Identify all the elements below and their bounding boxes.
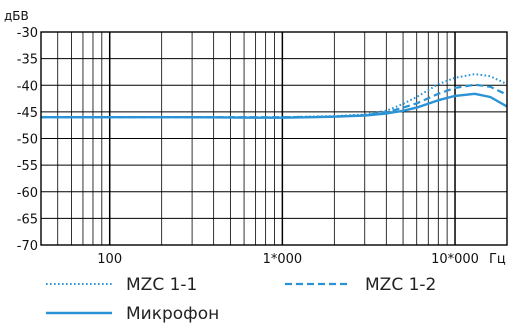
x-axis-unit: Гц <box>489 252 506 267</box>
legend-label-1: MZC 1-2 <box>365 275 436 295</box>
x-tick-labels: 100 1*000 10*000 <box>97 252 479 267</box>
y-tick-labels: -30 -35 -40 -45 -50 -55 -60 -65 -70 <box>17 26 38 254</box>
plot-frame <box>40 31 508 246</box>
y-tick-label-7: -65 <box>17 212 38 227</box>
legend: MZC 1-1 MZC 1-2 Микрофон <box>46 275 436 324</box>
series-line-2 <box>41 92 508 119</box>
y-tick-label-5: -55 <box>17 159 38 174</box>
y-tick-label-6: -60 <box>17 186 38 201</box>
y-tick-label-3: -45 <box>17 106 38 121</box>
x-tick-label-0: 100 <box>97 252 122 267</box>
legend-label-0: MZC 1-1 <box>126 275 197 295</box>
y-tick-label-4: -50 <box>17 133 38 148</box>
y-tick-label-8: -70 <box>17 239 38 254</box>
y-tick-label-1: -35 <box>17 53 38 68</box>
plot-grid <box>41 31 507 246</box>
series-lines <box>41 73 508 119</box>
legend-label-2: Микрофон <box>126 304 219 324</box>
y-tick-label-0: -30 <box>17 26 38 41</box>
x-tick-label-2: 10*000 <box>431 252 479 267</box>
series-line-0 <box>41 73 508 119</box>
x-tick-label-1: 1*000 <box>263 252 303 267</box>
y-tick-label-2: -40 <box>17 79 38 94</box>
y-axis-label: дБВ <box>4 9 29 23</box>
